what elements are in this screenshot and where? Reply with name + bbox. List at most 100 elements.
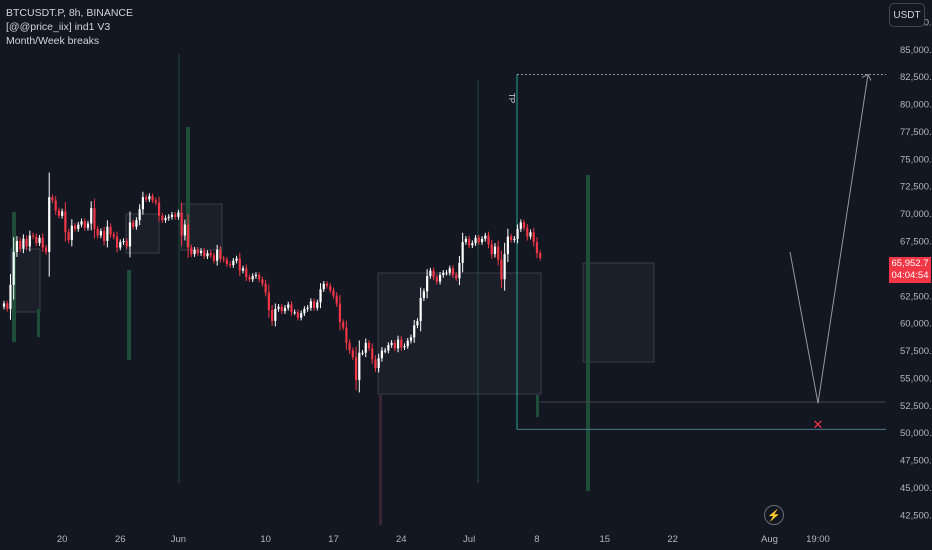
price-tick-label: 52,500.0 [900,401,932,412]
candle-body [167,216,170,218]
candle-body [338,303,342,323]
candle-body [387,345,390,351]
candle-body [500,259,503,280]
x-mark-icon: ✕ [813,418,824,433]
candle-body [406,340,409,347]
lightning-bolt-icon[interactable]: ⚡ [764,505,784,525]
candle-body [413,325,416,338]
volume-bar [586,175,590,491]
candle-body [22,238,25,249]
candle-body [109,226,112,235]
candle-body [112,234,115,237]
candle-body [248,277,251,280]
candle-body [335,295,338,304]
tp-label: TP [507,93,516,103]
candle-body [519,222,522,229]
price-tick-label: 60,000.0 [900,319,932,330]
price-tick-label: 70,000.0 [900,209,932,220]
break-box-4 [377,272,542,395]
price-tick-label: 50,000.0 [900,428,932,439]
candle-body [490,244,493,255]
candle-body [345,327,348,343]
candle-body [206,253,209,257]
candle-body [38,237,41,244]
candle-body [435,277,438,282]
candle-body [229,264,232,266]
candle-body [535,242,539,254]
indicator-label[interactable]: [@@price_iix] ind1 V3 [6,21,111,33]
candle-body [480,238,484,243]
time-tick-label: 10 [260,534,271,545]
volume-bar [37,309,40,337]
candle-body [510,236,513,240]
candle-body [35,236,38,244]
candle-body [274,308,277,321]
candle-body [471,243,474,246]
candle-body [141,197,144,210]
candle-body [6,303,9,309]
candle-body [151,196,154,201]
time-tick-label: 26 [115,534,126,545]
currency-button[interactable]: USDT [889,3,925,27]
candle-body [319,289,322,303]
candle-body [157,202,161,216]
candle-body [64,211,67,233]
projection-path[interactable] [789,74,869,404]
candle-body [300,313,303,318]
candle-body [296,312,300,318]
symbol-title[interactable]: BTCUSDT.P, 8h, BINANCE [6,7,134,19]
candle-body [73,225,77,229]
candle-body [306,307,309,309]
candle-body [390,342,393,346]
candle-body [458,262,461,279]
candle-body [132,222,135,227]
candle-body [416,320,419,326]
candle-body [222,258,225,260]
candle-body [329,285,332,291]
candle-body [44,247,48,252]
candle-body [303,308,306,314]
candle-body [164,217,167,221]
candle-body [2,303,6,307]
candle-body [93,208,96,229]
candle-body [90,208,93,224]
price-tick-label: 45,000.0 [900,483,932,494]
candle-body [419,297,422,321]
candle-body [522,222,526,228]
time-tick-label: Aug [761,534,778,545]
candle-body [232,260,235,266]
candle-body [322,283,325,290]
candle-body [526,227,529,237]
candle-body [342,322,345,328]
candle-body [283,307,287,312]
time-tick-label: Jul [463,534,475,545]
candle-body [384,350,387,352]
candle-body [9,284,12,309]
candle-body [474,237,477,244]
candle-body [270,310,274,321]
candle-body [180,212,183,236]
candle-body [351,350,354,358]
time-tick-label: 17 [328,534,339,545]
candle-body [67,232,70,240]
candle-body [497,246,500,260]
candle-body [12,251,15,285]
breaks-indicator-label[interactable]: Month/Week breaks [6,35,100,47]
candle-body [354,357,358,381]
candle-body [41,237,44,248]
candle-body [442,272,445,275]
candle-body [532,232,535,243]
candle-body [19,240,22,249]
candle-body [86,223,90,228]
candle-body [358,352,361,381]
candle-body [374,359,377,369]
price-tick-label: 42,500.0 [900,510,932,521]
candle-body [161,215,164,221]
time-tick-label: 22 [667,534,678,545]
candle-body [15,240,19,252]
price-tick-label: 72,500.0 [900,182,932,193]
candle-body [364,342,367,353]
candle-body [409,337,413,341]
candle-body [96,228,99,236]
